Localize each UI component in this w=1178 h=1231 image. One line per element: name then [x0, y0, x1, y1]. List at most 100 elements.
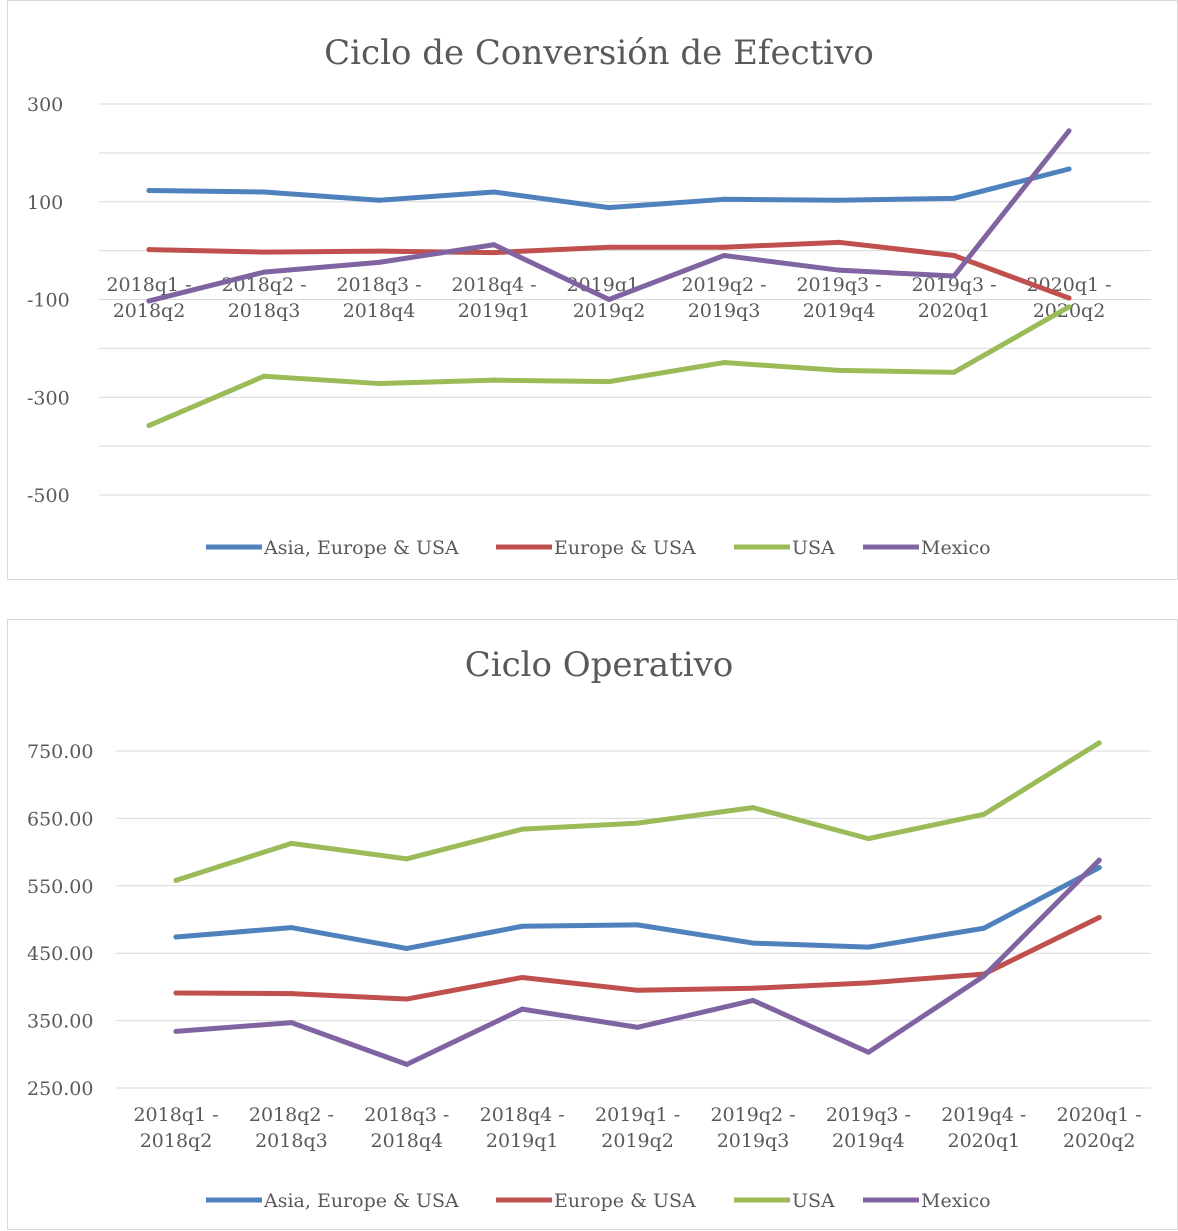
y-tick-label: -500 — [27, 485, 70, 507]
x-tick-label: 2018q2 — [113, 300, 186, 322]
data-point — [981, 925, 987, 931]
data-point — [750, 985, 756, 991]
x-tick-label: 2020q2 — [1063, 1130, 1136, 1152]
legend-label: Asia, Europe & USA — [263, 1190, 459, 1212]
data-point — [635, 922, 641, 928]
y-tick-label: 750.00 — [27, 741, 93, 763]
data-point — [606, 244, 612, 250]
chart-panel-operating-cycle: Ciclo Operativo 750.00 650.00 550.00 450.00 3… — [7, 619, 1178, 1230]
x-tick-label: 2019q2 — [573, 300, 646, 322]
data-point — [146, 188, 152, 194]
data-point — [491, 189, 497, 195]
data-point — [1096, 740, 1102, 746]
data-point — [721, 253, 727, 259]
data-point — [836, 239, 842, 245]
x-tick-label: 2019q1 — [486, 1130, 559, 1152]
data-point — [865, 836, 871, 842]
data-point — [721, 196, 727, 202]
x-tick-label: 2019q3 — [717, 1130, 790, 1152]
x-tick-label: 2018q3 — [228, 300, 301, 322]
data-point — [288, 991, 294, 997]
chart-panel-cash-conversion: Ciclo de Conversión de Efectivo 300 100 -10… — [7, 0, 1178, 580]
data-point — [519, 826, 525, 832]
data-point — [865, 944, 871, 950]
data-point — [261, 249, 267, 255]
data-point — [173, 1028, 179, 1034]
x-tick-label: 2018q4 — [370, 1130, 443, 1152]
series-line-usa — [173, 740, 1102, 883]
legend-label: Mexico — [921, 537, 991, 559]
x-tick-label: 2019q2 — [601, 1130, 674, 1152]
x-tick-label: 2018q3 - — [336, 274, 421, 296]
x-tick-label: 2020q1 — [947, 1130, 1020, 1152]
x-tick-label: 2019q2 - — [681, 274, 766, 296]
data-point — [606, 297, 612, 302]
series-line-mexico — [173, 857, 1102, 1067]
data-point — [261, 189, 267, 195]
x-tick-label: 2018q4 — [343, 300, 416, 322]
y-tick-label: 450.00 — [27, 943, 93, 965]
series-line-asia-europe-usa — [173, 865, 1102, 951]
legend-label: Europe & USA — [554, 537, 696, 559]
legend-label: Asia, Europe & USA — [263, 537, 459, 559]
data-point — [404, 996, 410, 1002]
legend-label: USA — [792, 537, 835, 559]
data-point — [261, 373, 267, 379]
data-point — [1066, 166, 1072, 172]
x-tick-label: 2018q3 - — [364, 1104, 449, 1126]
data-point — [173, 990, 179, 996]
data-point — [1066, 295, 1072, 301]
data-point — [865, 980, 871, 986]
x-tick-label: 2020q1 - — [1057, 1104, 1142, 1126]
data-point — [1066, 128, 1072, 134]
x-tick-label: 2019q1 - — [595, 1104, 680, 1126]
data-point — [635, 1024, 641, 1030]
x-tick-label: 2019q4 - — [941, 1104, 1026, 1126]
chart-title: Ciclo Operativo — [465, 645, 734, 685]
data-point — [404, 1061, 410, 1067]
legend-label: USA — [792, 1190, 835, 1212]
x-tick-label: 2019q3 - — [826, 1104, 911, 1126]
data-point — [376, 248, 382, 254]
data-point — [606, 379, 612, 385]
data-point — [261, 269, 267, 275]
x-tick-label: 2019q4 — [803, 300, 876, 322]
x-tick-label: 2019q3 - — [911, 274, 996, 296]
data-point — [865, 1049, 871, 1055]
x-tick-label: 2019q3 — [688, 300, 761, 322]
data-point — [173, 877, 179, 883]
data-point — [606, 205, 612, 211]
x-tick-label: 2020q1 — [918, 300, 991, 322]
data-point — [1066, 304, 1072, 310]
data-point — [635, 820, 641, 826]
data-point — [491, 377, 497, 383]
data-point — [288, 925, 294, 931]
y-tick-label: 300 — [27, 94, 63, 116]
x-tick-label: 2018q2 — [140, 1130, 213, 1152]
x-tick-label: 2019q1 — [458, 300, 531, 322]
x-tick-label: 2018q3 — [255, 1130, 328, 1152]
legend-label: Europe & USA — [554, 1190, 696, 1212]
data-point — [951, 253, 957, 259]
data-point — [519, 923, 525, 929]
data-point — [491, 250, 497, 256]
data-point — [951, 195, 957, 201]
data-point — [836, 267, 842, 273]
data-point — [376, 259, 382, 265]
data-point — [836, 197, 842, 203]
y-tick-label: 100 — [27, 192, 63, 214]
y-tick-label: 650.00 — [27, 808, 93, 830]
x-tick-label: 2019q4 — [832, 1130, 905, 1152]
operating-cycle-chart: Ciclo Operativo 750.00 650.00 550.00 450.00 3… — [27, 645, 1151, 1212]
x-tick-label: 2018q4 - — [480, 1104, 565, 1126]
y-tick-label: -100 — [27, 290, 70, 312]
series-line-usa — [146, 304, 1072, 429]
data-point — [750, 940, 756, 946]
data-point — [288, 840, 294, 846]
x-tick-label: 2018q1 - — [106, 274, 191, 296]
data-point — [981, 811, 987, 817]
data-point — [404, 856, 410, 862]
data-point — [721, 244, 727, 250]
x-tick-label: 2018q2 - — [249, 1104, 334, 1126]
chart-body: Ciclo de Conversión de Efectivo 300 100 -10… — [27, 33, 1151, 559]
